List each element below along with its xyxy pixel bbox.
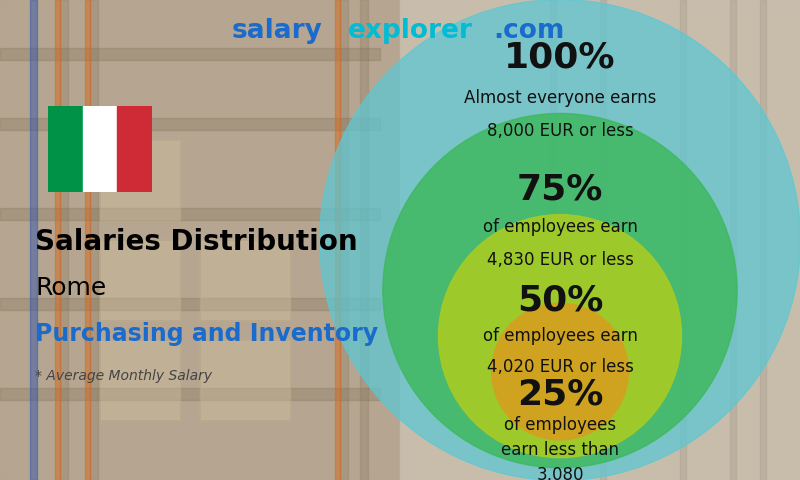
Bar [100, 140, 180, 220]
Circle shape [438, 215, 682, 457]
Circle shape [383, 113, 737, 468]
Text: .com: .com [494, 18, 565, 44]
Circle shape [319, 0, 800, 480]
Bar [0, 208, 380, 220]
Bar [200, 340, 290, 420]
Bar [600, 0, 606, 480]
Text: 75%: 75% [517, 172, 603, 206]
Bar [85, 0, 90, 480]
Bar [118, 106, 152, 192]
Text: Almost everyone earns: Almost everyone earns [464, 89, 656, 107]
Bar [48, 106, 82, 192]
Bar [550, 0, 556, 480]
Text: 4,020 EUR or less: 4,020 EUR or less [486, 358, 634, 375]
Text: 8,000 EUR or less: 8,000 EUR or less [486, 122, 634, 140]
Text: 4,830 EUR or less: 4,830 EUR or less [486, 251, 634, 269]
Bar [760, 0, 766, 480]
Bar [200, 340, 290, 420]
Bar [400, 0, 800, 480]
Bar [0, 118, 380, 130]
Text: 25%: 25% [517, 377, 603, 411]
Bar [100, 240, 180, 320]
Bar [100, 340, 180, 420]
Circle shape [492, 303, 628, 440]
Text: of employees earn: of employees earn [482, 327, 638, 345]
Bar [0, 388, 380, 400]
Text: earn less than: earn less than [501, 441, 619, 459]
Bar [340, 0, 348, 480]
Text: * Average Monthly Salary: * Average Monthly Salary [35, 369, 212, 383]
Text: Salaries Distribution: Salaries Distribution [35, 228, 358, 256]
Text: of employees earn: of employees earn [482, 218, 638, 236]
Bar [200, 240, 290, 320]
Bar [30, 0, 37, 480]
Bar [0, 48, 380, 60]
Bar [90, 0, 98, 480]
Text: 3,080: 3,080 [536, 467, 584, 480]
Bar [730, 0, 736, 480]
Text: 100%: 100% [504, 41, 616, 75]
Text: of employees: of employees [504, 416, 616, 434]
Bar [680, 0, 686, 480]
Bar [335, 0, 340, 480]
Text: 50%: 50% [517, 284, 603, 318]
Bar [360, 0, 368, 480]
Text: Purchasing and Inventory: Purchasing and Inventory [35, 322, 378, 346]
Text: Rome: Rome [35, 276, 106, 300]
Bar [200, 240, 290, 320]
Text: explorer: explorer [348, 18, 473, 44]
Bar [0, 298, 380, 310]
Bar [82, 106, 118, 192]
Bar [55, 0, 60, 480]
Bar [100, 140, 180, 220]
Text: salary: salary [232, 18, 323, 44]
Bar [100, 240, 180, 320]
Bar [100, 340, 180, 420]
Bar [0, 0, 400, 480]
Bar [60, 0, 68, 480]
